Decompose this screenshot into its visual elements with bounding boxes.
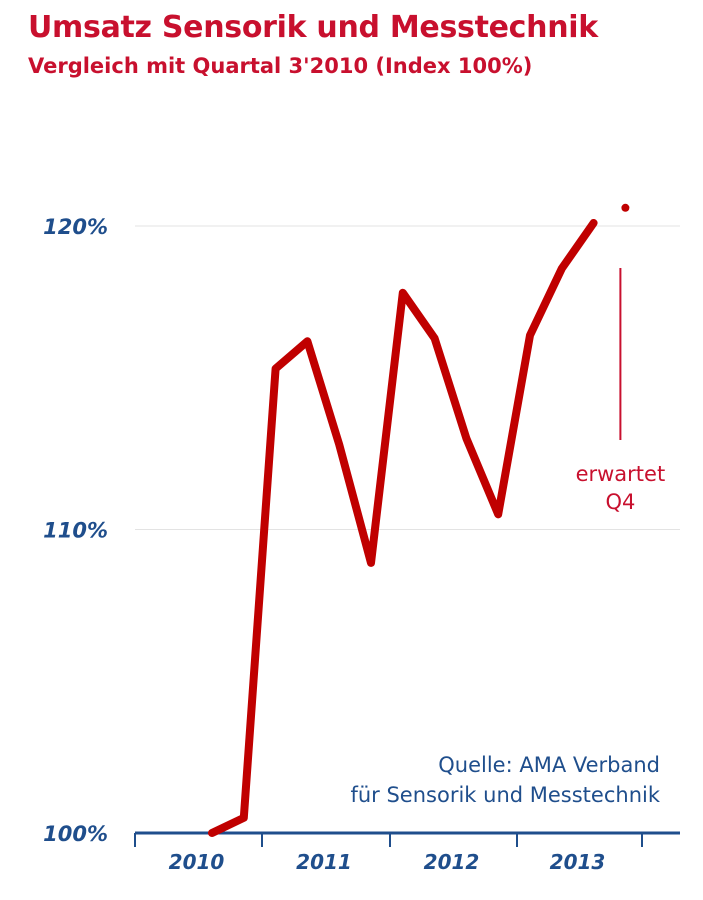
series-line (208, 219, 598, 837)
x-tick-label: 2011 (296, 850, 352, 874)
x-tick-label: 2013 (550, 850, 606, 874)
source-note: Quelle: AMA Verband für Sensorik und Mess… (350, 753, 660, 807)
y-tick-label: 120% (43, 215, 108, 239)
annotation-text: erwartet (576, 462, 666, 486)
series-layer (208, 203, 630, 837)
annotation-layer: erwartet Q4 (576, 268, 666, 514)
source-text: Quelle: AMA Verband (438, 753, 660, 777)
x-axis-tick-labels: 2010 2011 2012 2013 (169, 850, 606, 874)
x-axis (134, 831, 680, 847)
annotation-text: Q4 (605, 490, 635, 514)
y-axis-tick-labels: 100% 110% 120% (43, 215, 108, 846)
source-text: für Sensorik und Messtechnik (350, 783, 660, 807)
expected-point (621, 203, 630, 212)
x-tick-label: 2012 (424, 850, 480, 874)
x-tick-label: 2010 (169, 850, 225, 874)
y-tick-label: 110% (43, 519, 108, 543)
chart-title: Umsatz Sensorik und Messtechnik (28, 10, 598, 45)
y-tick-label: 100% (43, 822, 108, 846)
chart-subtitle: Vergleich mit Quartal 3'2010 (Index 100%… (28, 54, 533, 78)
